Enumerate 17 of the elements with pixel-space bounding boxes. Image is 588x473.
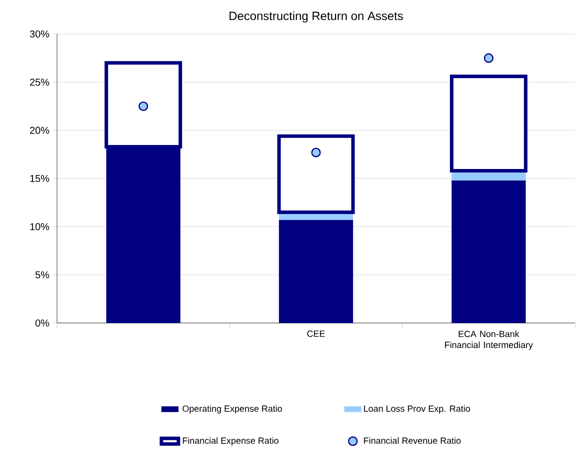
y-tick-label: 25% (30, 78, 50, 86)
y-tick-label: 5% (35, 271, 50, 278)
legend-label: Loan Loss Prov Exp. Ratio (364, 405, 470, 414)
y-tick-label: 0% (35, 319, 50, 327)
legend-label: Financial Expense Ratio (182, 437, 278, 446)
x-tick-label: CEE (307, 330, 325, 337)
y-tick-label: 15% (30, 174, 50, 182)
y-tick-label: 10% (30, 223, 50, 230)
legend-label: Operating Expense Ratio (182, 405, 282, 414)
x-tick-label: ECA Non-Bank Financial Intermediary (445, 330, 533, 350)
legend-label: Financial Revenue Ratio (364, 437, 461, 444)
point (484, 53, 494, 63)
chart-title: Deconstructing Return on Assets (230, 11, 403, 23)
point (311, 148, 321, 158)
y-tick-label: 20% (30, 126, 50, 134)
point (138, 101, 148, 112)
y-tick-label: 30% (30, 30, 50, 38)
